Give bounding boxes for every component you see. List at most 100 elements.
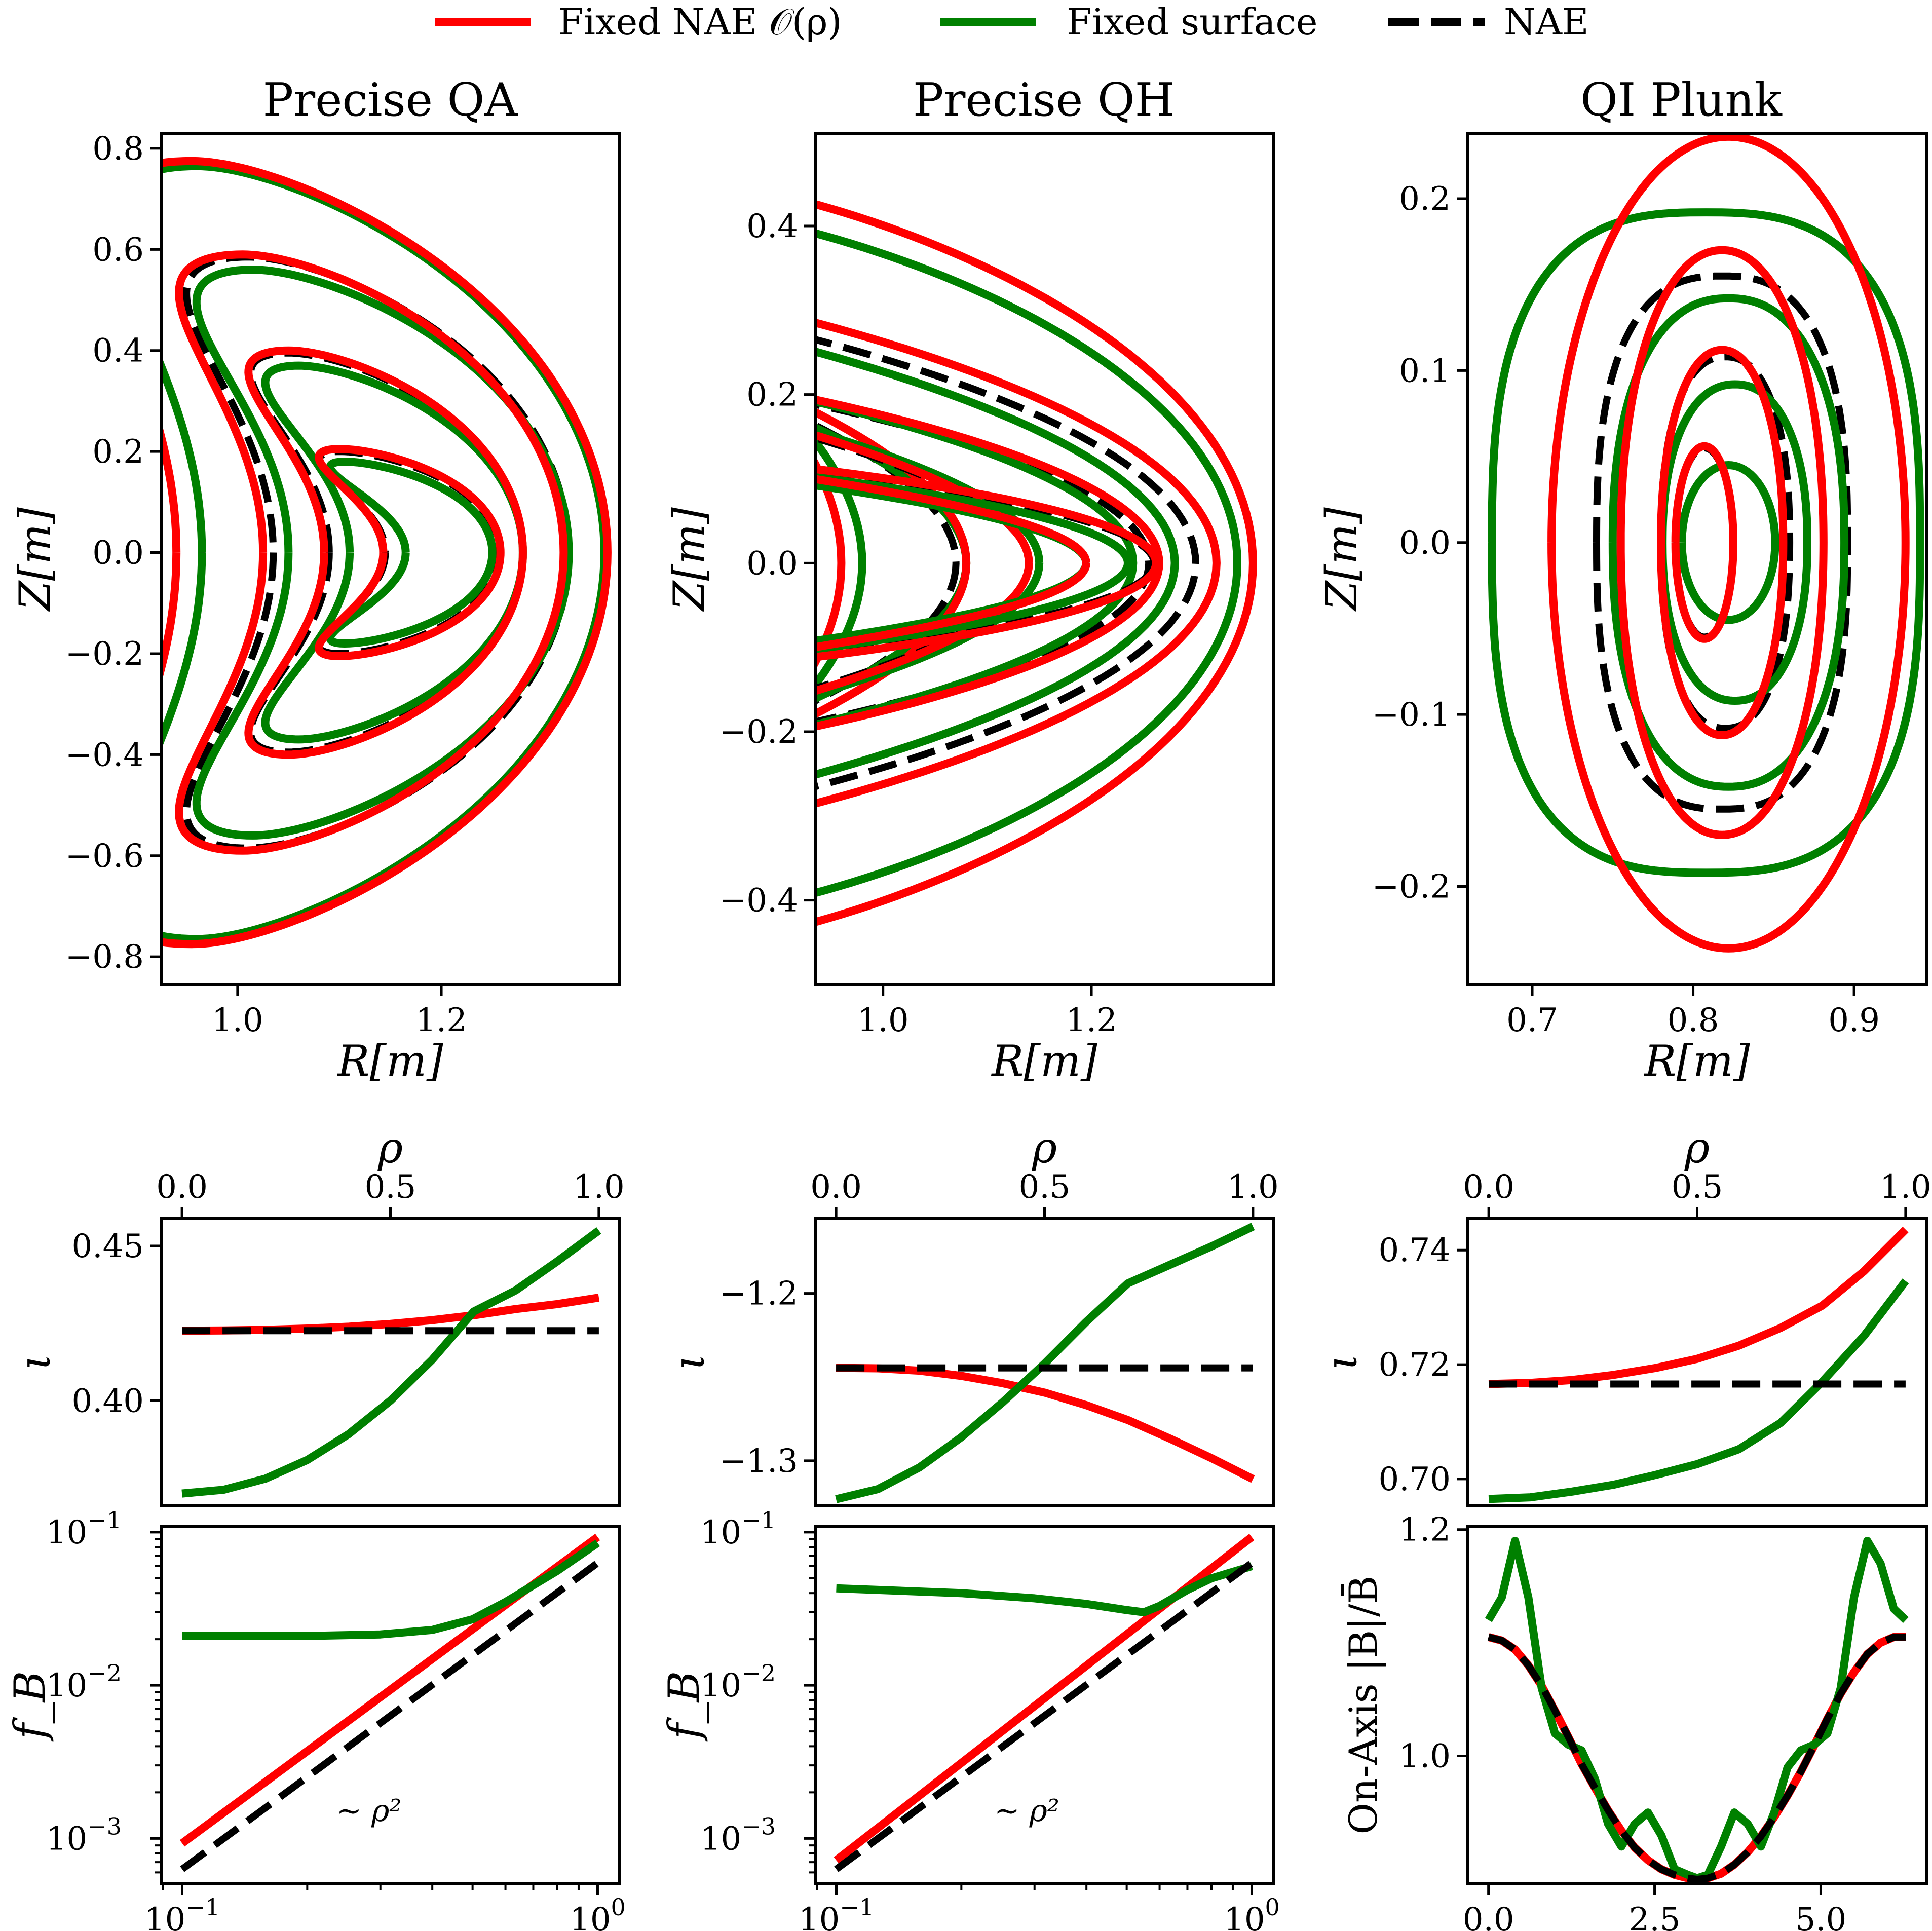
qa-cross-section-ytick-label: 0.6 bbox=[92, 231, 144, 269]
qh-fb-xtick-base: 10 bbox=[799, 1901, 840, 1931]
qa-fb-annotation: ∼ ρ² bbox=[336, 1793, 402, 1829]
qi-iota-panel: 0.0 0.5 1.0 0.70 0.72 0.74 ρ ι bbox=[1317, 1123, 1931, 1507]
qi-cross-section-series-nae bbox=[1488, 209, 1924, 877]
qi-cross-section-xtick-label: 0.9 bbox=[1828, 1002, 1880, 1039]
qh-fb-xtick-label: 100 bbox=[1224, 1894, 1280, 1931]
qh-cross-section-ylabel: Z[m] bbox=[664, 507, 714, 612]
qh-cross-section-series-nae bbox=[815, 335, 1199, 790]
qh-iota-xtick-label: 0.0 bbox=[810, 1168, 862, 1206]
qa-fb-ytick-base: 10 bbox=[46, 1667, 87, 1705]
qa-cross-section-ytick-label: 0.8 bbox=[92, 130, 144, 168]
qh-iota-xtick-label: 0.5 bbox=[1019, 1168, 1071, 1206]
qi-cross-section-series-fixed-nae bbox=[1657, 346, 1788, 739]
qa-fb-series-fixed-surface bbox=[182, 1539, 600, 1640]
qh-cross-section-series-fixed-nae bbox=[815, 465, 1160, 661]
qa-fb-ytick-label: 10−1 bbox=[46, 1506, 122, 1551]
qa-cross-section-panel: 1.0 1.2 −0.8 −0.6 −0.4 −0.2 0.0 0.2 0.4 0.6 0.8 R[m… bbox=[10, 130, 621, 1086]
qi-cross-section-xtick-base: 0.9 bbox=[1828, 1002, 1880, 1039]
qi-on-axis-b-ylabel: On-Axis |B|/B̄ bbox=[1340, 1576, 1386, 1835]
qh-cross-section-ytick-label: −0.2 bbox=[719, 713, 798, 751]
qa-fb-ytick-exponent: −2 bbox=[87, 1659, 122, 1687]
qh-iota-ylabel: ι bbox=[664, 1354, 714, 1371]
qh-iota-panel: 0.0 0.5 1.0 −1.3 −1.2 ρ ι bbox=[664, 1123, 1279, 1507]
qh-cross-section-plot-area bbox=[815, 200, 1257, 926]
qa-cross-section-ytick-label: −0.2 bbox=[65, 635, 144, 673]
qi-iota-ytick-label: 0.74 bbox=[1379, 1232, 1451, 1269]
qh-fb-ylabel: f_B bbox=[659, 1671, 709, 1743]
qi-cross-section-series-fixed-surface bbox=[1608, 294, 1849, 791]
qa-cross-section-ytick-label: 0.2 bbox=[92, 433, 144, 471]
qi-on-axis-b-xtick-label: 0.0 bbox=[1463, 1901, 1514, 1931]
qh-iota-ytick-label: −1.2 bbox=[719, 1275, 798, 1313]
qh-cross-section-series-fixed-nae bbox=[815, 200, 1257, 926]
legend: Fixed NAE 𝒪(ρ) Fixed surface NAE bbox=[435, 1, 1589, 43]
qa-cross-section-xtick-base: 1.2 bbox=[415, 1002, 467, 1039]
qi-on-axis-b-series-nae bbox=[1487, 1633, 1906, 1883]
qh-cross-section-ytick-label: 0.4 bbox=[746, 208, 798, 245]
qa-iota-xtick-label: 1.0 bbox=[573, 1168, 625, 1206]
qh-iota-plot-area bbox=[835, 1223, 1255, 1503]
qh-cross-section-xlabel: R[m] bbox=[991, 1036, 1097, 1086]
qh-cross-section-xtick-base: 1.0 bbox=[857, 1002, 909, 1039]
qa-cross-section-series-fixed-surface bbox=[261, 361, 527, 744]
qa-cross-section-series-nae bbox=[247, 349, 526, 756]
qh-fb-xtick-base: 10 bbox=[1224, 1901, 1265, 1931]
qa-iota-xtick-label: 0.0 bbox=[156, 1168, 208, 1206]
qh-cross-section-series-fixed-surface bbox=[815, 229, 1241, 897]
qa-cross-section-series-fixed-nae bbox=[315, 445, 505, 660]
qa-fb-xtick-label: 100 bbox=[570, 1894, 626, 1931]
qh-fb-ytick-base: 10 bbox=[700, 1514, 741, 1551]
qh-fb-ytick-exponent: −2 bbox=[741, 1659, 776, 1687]
qi-cross-section-frame bbox=[1466, 132, 1928, 986]
qa-iota-xtick-label: 0.5 bbox=[365, 1168, 416, 1206]
qi-cross-section-xtick-label: 0.8 bbox=[1668, 1002, 1719, 1039]
qh-fb-plot-area bbox=[834, 1534, 1255, 1872]
qa-iota-plot-area bbox=[181, 1227, 601, 1498]
qa-iota-ylabel: ι bbox=[10, 1354, 60, 1371]
qi-iota-ylabel: ι bbox=[1317, 1354, 1367, 1371]
qa-iota-series-fixed-surface bbox=[181, 1227, 601, 1498]
qa-cross-section-plot-area bbox=[161, 157, 612, 949]
qi-on-axis-b-xtick-label: 2.5 bbox=[1629, 1901, 1681, 1931]
qh-fb-series-fixed-surface bbox=[836, 1562, 1253, 1616]
qh-fb-frame bbox=[814, 1525, 1275, 1885]
qa-fb-frame bbox=[160, 1525, 621, 1885]
qh-fb-xtick-exponent: −1 bbox=[840, 1894, 874, 1921]
qi-iota-series-fixed-surface bbox=[1488, 1278, 1909, 1503]
column-title-precise-qh: Precise QH bbox=[913, 73, 1175, 127]
qi-on-axis-b-xtick-base: 2.5 bbox=[1629, 1901, 1681, 1931]
qa-cross-section-ytick-label: −0.8 bbox=[65, 938, 144, 976]
qi-cross-section-xtick-base: 0.7 bbox=[1506, 1002, 1558, 1039]
qi-iota-top-xlabel: ρ bbox=[1684, 1123, 1710, 1172]
qa-fb-ytick-base: 10 bbox=[46, 1514, 87, 1551]
qi-on-axis-b-panel: 0.02.55.01.01.2φOn-Axis |B|/B̄ bbox=[1340, 1511, 1928, 1931]
qi-on-axis-b-xtick-base: 0.0 bbox=[1463, 1901, 1514, 1931]
qh-cross-section-ytick-label: −0.4 bbox=[719, 882, 798, 920]
qh-cross-section-panel: 1.0 1.2 −0.4 −0.2 0.0 0.2 0.4 R[m] Z[m] bbox=[664, 132, 1275, 1086]
qi-on-axis-b-ytick-label: 1.0 bbox=[1399, 1738, 1451, 1775]
qh-fb-ytick-exponent: −3 bbox=[741, 1812, 776, 1840]
qa-cross-section-series-fixed-nae bbox=[175, 250, 568, 855]
qa-fb-xtick-base: 10 bbox=[570, 1901, 611, 1931]
qa-cross-section-ylabel: Z[m] bbox=[10, 507, 60, 612]
qa-cross-section-ytick-label: 0.0 bbox=[92, 535, 144, 572]
qh-fb-series-nae bbox=[834, 1560, 1254, 1872]
qh-cross-section-series-fixed-surface bbox=[815, 473, 1132, 654]
qh-cross-section-series-fixed-surface bbox=[815, 397, 1138, 729]
qh-iota-series-fixed-surface bbox=[835, 1223, 1255, 1503]
qa-fb-ytick-exponent: −1 bbox=[87, 1506, 122, 1534]
qa-fb-xtick-label: 10−1 bbox=[144, 1894, 220, 1931]
qh-cross-section-xtick-label: 1.2 bbox=[1066, 1002, 1117, 1039]
qi-iota-xtick-label: 0.5 bbox=[1672, 1168, 1723, 1206]
qh-fb-ytick-base: 10 bbox=[700, 1667, 741, 1705]
qi-cross-section-xtick-label: 0.7 bbox=[1506, 1002, 1558, 1039]
qi-cross-section-series-fixed-surface bbox=[1488, 208, 1924, 877]
qa-fb-series-nae bbox=[180, 1560, 600, 1872]
qi-cross-section-series-fixed-surface bbox=[1678, 461, 1779, 624]
qa-cross-section-series-nae bbox=[183, 253, 573, 852]
qa-fb-plot-area bbox=[179, 1533, 600, 1872]
qa-cross-section-series-fixed-nae bbox=[244, 346, 527, 759]
